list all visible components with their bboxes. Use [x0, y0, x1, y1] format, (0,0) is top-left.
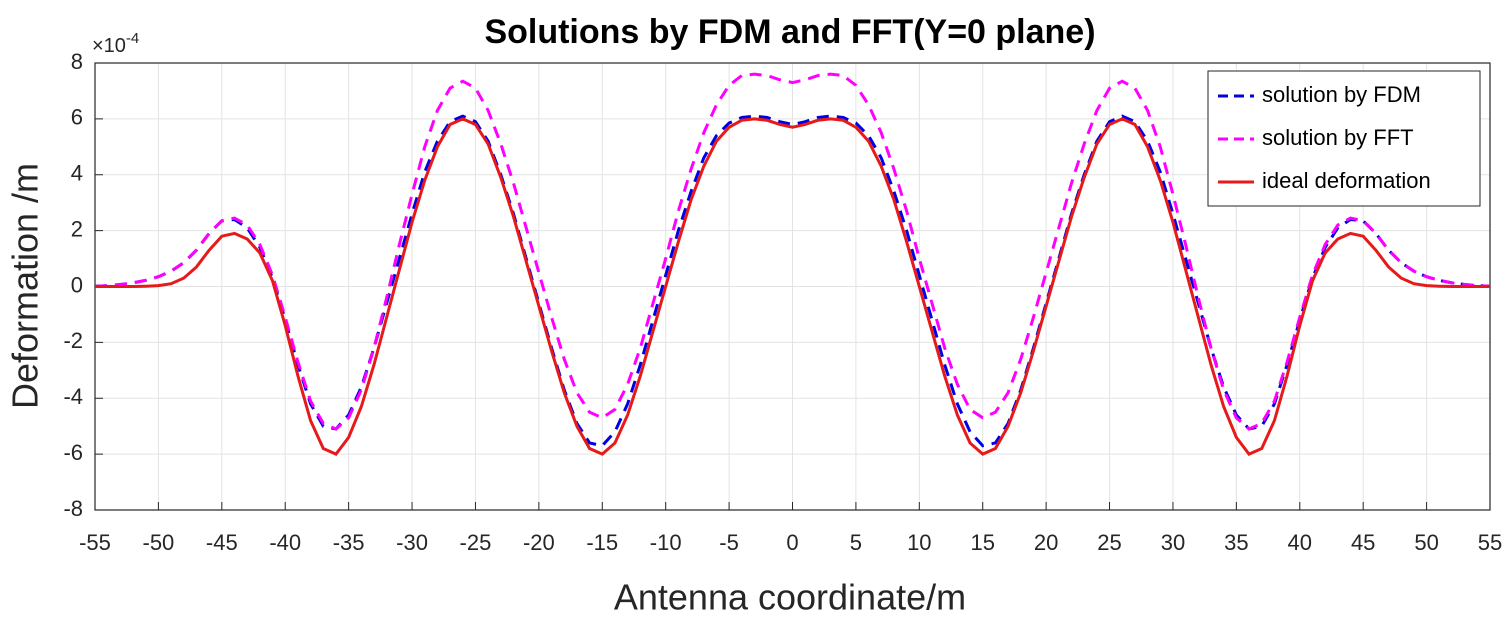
legend: solution by FDM solution by FFT ideal defo…	[1207, 70, 1481, 207]
x-tick-label: 5	[850, 530, 862, 555]
x-tick-label: -40	[269, 530, 301, 555]
x-tick-label: 35	[1224, 530, 1248, 555]
y-tick-label: -2	[63, 328, 83, 353]
legend-label: ideal deformation	[1262, 168, 1431, 193]
x-tick-label: 55	[1478, 530, 1502, 555]
x-tick-label: -55	[79, 530, 111, 555]
series-line	[94, 72, 1491, 431]
y-tick-label: 0	[71, 272, 83, 297]
x-axis-label: Antenna coordinate/m	[614, 577, 966, 618]
chart-title: Solutions by FDM and FFT(Y=0 plane)	[484, 13, 1095, 51]
y-tick-label: 8	[71, 49, 83, 74]
y-tick-label: -4	[63, 384, 83, 409]
x-tick-label: -10	[650, 530, 682, 555]
y-tick-label: 4	[71, 161, 83, 186]
y-axis-label: Deformation /m	[5, 163, 46, 409]
y-multiplier: ×10-4	[92, 30, 139, 57]
x-tick-label: 30	[1161, 530, 1185, 555]
x-tick-label: 20	[1034, 530, 1058, 555]
series-line	[95, 117, 1490, 456]
x-tick-label: -50	[143, 530, 175, 555]
legend-label: solution by FFT	[1262, 125, 1414, 150]
x-tick-label: -5	[719, 530, 739, 555]
x-tick-label: -20	[523, 530, 555, 555]
y-tick-label: -8	[63, 496, 83, 521]
x-tick-label: 45	[1351, 530, 1375, 555]
x-tick-label: 40	[1288, 530, 1312, 555]
y-multiplier-exponent: -4	[126, 30, 139, 47]
x-tick-label: -25	[460, 530, 492, 555]
x-tick-label: 50	[1414, 530, 1438, 555]
x-tick-label: -30	[396, 530, 428, 555]
x-tick-label: -15	[586, 530, 618, 555]
x-tick-label: -35	[333, 530, 365, 555]
legend-label: solution by FDM	[1262, 82, 1421, 107]
y-multiplier-base: ×10	[92, 35, 126, 57]
y-tick-label: -6	[63, 440, 83, 465]
x-tick-label: 15	[970, 530, 994, 555]
y-tick-label: 2	[71, 216, 83, 241]
x-tick-label: 10	[907, 530, 931, 555]
y-tick-label: 6	[71, 105, 83, 130]
x-tick-label: 0	[786, 530, 798, 555]
x-tick-label: 25	[1097, 530, 1121, 555]
x-tick-label: -45	[206, 530, 238, 555]
